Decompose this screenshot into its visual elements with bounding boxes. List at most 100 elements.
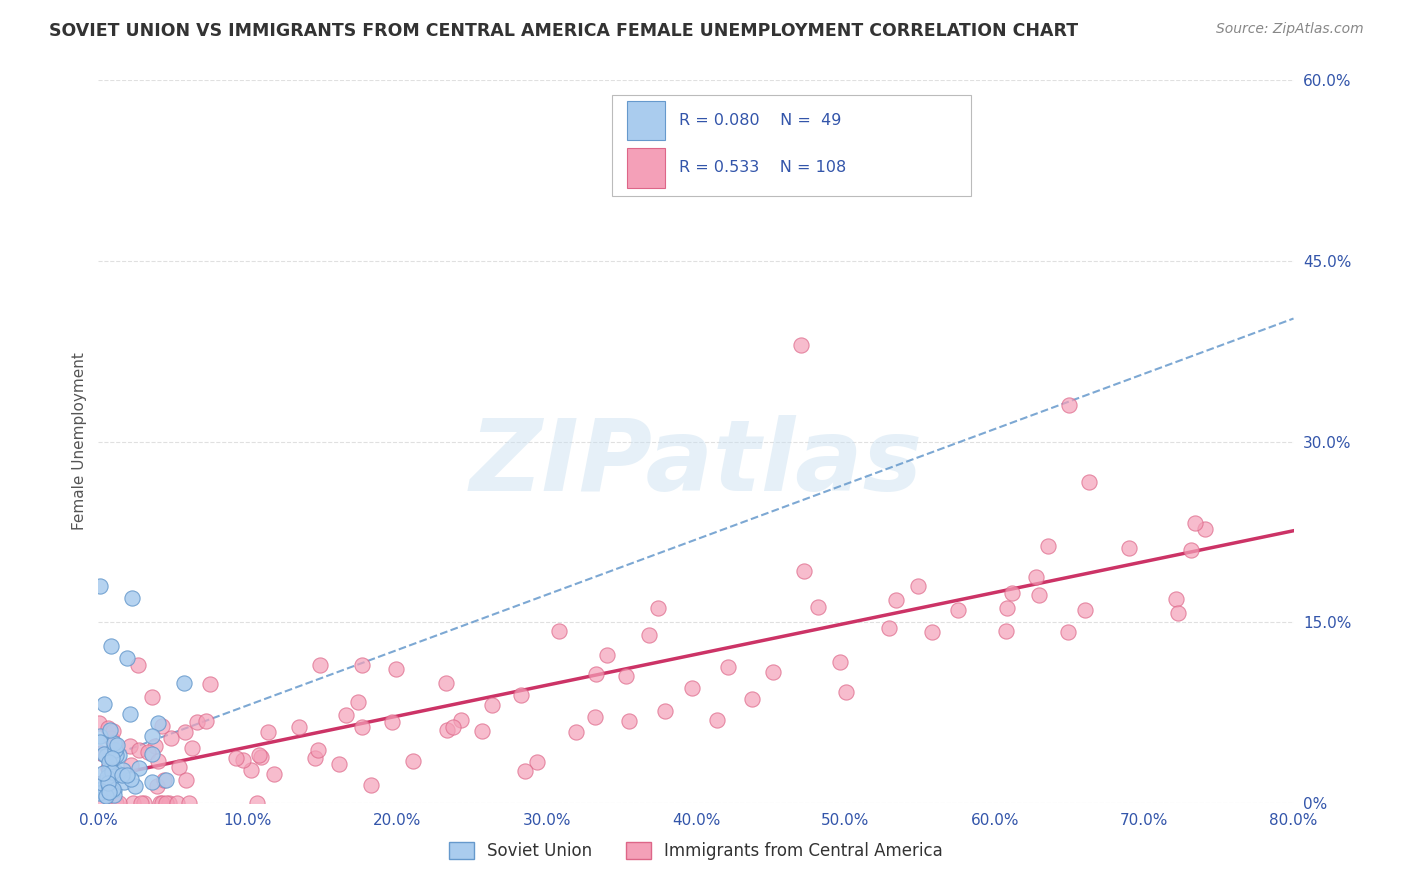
Point xyxy=(830,656,852,670)
Point xyxy=(89,579,111,593)
Point xyxy=(807,599,830,614)
Point xyxy=(436,723,458,737)
Point xyxy=(101,751,124,765)
Point xyxy=(97,721,120,735)
Point xyxy=(200,677,222,691)
Text: R = 0.080    N =  49: R = 0.080 N = 49 xyxy=(679,113,842,128)
Point xyxy=(350,720,373,734)
Point xyxy=(1180,542,1202,557)
Point xyxy=(681,681,703,695)
Point xyxy=(103,788,125,802)
Point xyxy=(288,720,311,734)
Point xyxy=(741,692,763,706)
Point xyxy=(921,625,943,640)
Point xyxy=(441,720,464,734)
Point xyxy=(148,716,170,731)
Point xyxy=(907,579,929,593)
Point xyxy=(835,684,858,698)
Point xyxy=(141,775,163,789)
Point xyxy=(150,719,173,733)
Point xyxy=(509,689,531,703)
Point xyxy=(149,796,172,810)
Point xyxy=(257,724,280,739)
Point xyxy=(132,796,155,810)
Point xyxy=(93,780,115,794)
Point xyxy=(90,776,112,790)
Point xyxy=(247,748,270,763)
Point xyxy=(177,796,200,810)
Legend: Soviet Union, Immigrants from Central America: Soviet Union, Immigrants from Central Am… xyxy=(443,835,949,867)
Point xyxy=(186,715,208,730)
Point xyxy=(124,779,146,793)
Point xyxy=(160,731,183,745)
Point xyxy=(118,707,141,722)
Point xyxy=(585,667,607,681)
Point xyxy=(155,772,177,787)
Point xyxy=(103,735,125,749)
Point xyxy=(87,715,110,730)
Point xyxy=(91,765,114,780)
Point xyxy=(1059,398,1081,412)
Point xyxy=(153,773,176,788)
Point xyxy=(100,731,122,745)
Point xyxy=(122,796,145,810)
Point xyxy=(789,338,811,352)
Point xyxy=(120,758,142,772)
Point xyxy=(94,749,117,764)
Point xyxy=(108,796,131,810)
Point xyxy=(1057,624,1080,639)
Point xyxy=(565,724,588,739)
Point xyxy=(304,751,326,765)
Point xyxy=(141,690,163,704)
Point xyxy=(309,657,332,672)
Point xyxy=(94,789,117,804)
FancyBboxPatch shape xyxy=(613,95,972,196)
Point xyxy=(250,750,273,764)
Point xyxy=(381,714,404,729)
Point xyxy=(101,764,124,778)
Point xyxy=(638,628,661,642)
Point xyxy=(547,624,569,638)
Point xyxy=(471,724,494,739)
Point xyxy=(647,600,669,615)
Point xyxy=(995,601,1018,615)
Point xyxy=(104,765,127,780)
Point xyxy=(526,756,548,770)
Point xyxy=(481,698,503,712)
Point xyxy=(136,745,159,759)
Point xyxy=(128,761,150,775)
Point xyxy=(307,743,329,757)
Text: ZIPatlas: ZIPatlas xyxy=(470,415,922,512)
Point xyxy=(121,591,143,606)
Point xyxy=(706,713,728,727)
Text: R = 0.533    N = 108: R = 0.533 N = 108 xyxy=(679,161,846,176)
Point xyxy=(98,723,121,737)
Point xyxy=(152,796,174,810)
Point xyxy=(91,796,114,810)
Point xyxy=(596,648,619,663)
Text: Source: ZipAtlas.com: Source: ZipAtlas.com xyxy=(1216,22,1364,37)
Y-axis label: Female Unemployment: Female Unemployment xyxy=(72,352,87,531)
Point xyxy=(1074,603,1097,617)
Point xyxy=(1036,539,1059,553)
Point xyxy=(762,665,785,679)
Point xyxy=(450,713,472,727)
Point xyxy=(347,694,370,708)
Point xyxy=(174,772,197,787)
Point xyxy=(101,724,124,739)
Point xyxy=(1118,541,1140,556)
Point xyxy=(1025,570,1047,584)
Point xyxy=(1167,606,1189,620)
Point xyxy=(97,785,120,799)
Point xyxy=(141,729,163,743)
Point xyxy=(89,735,111,749)
Point xyxy=(120,772,142,786)
Point xyxy=(240,763,263,777)
Point xyxy=(352,657,374,672)
Point xyxy=(1184,516,1206,531)
Point xyxy=(112,764,135,778)
Point xyxy=(180,740,202,755)
Point xyxy=(87,786,110,800)
Point xyxy=(884,593,907,607)
Point xyxy=(717,660,740,674)
